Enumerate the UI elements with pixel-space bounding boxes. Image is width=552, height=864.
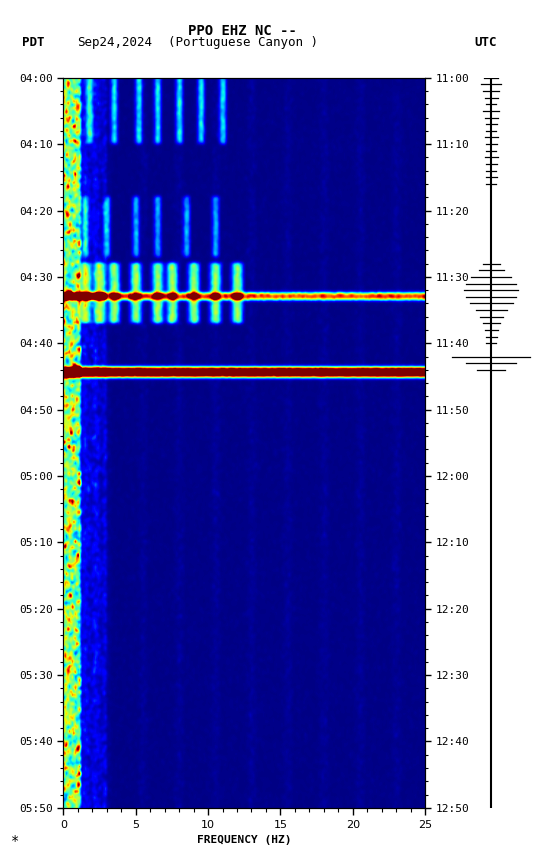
X-axis label: FREQUENCY (HZ): FREQUENCY (HZ) [197, 835, 291, 845]
Text: Sep24,2024: Sep24,2024 [77, 36, 152, 49]
Text: *: * [11, 834, 19, 848]
Text: PPO EHZ NC --: PPO EHZ NC -- [188, 24, 298, 38]
Text: UTC: UTC [475, 36, 497, 49]
Text: PDT: PDT [22, 36, 45, 49]
Text: (Portuguese Canyon ): (Portuguese Canyon ) [168, 36, 318, 49]
